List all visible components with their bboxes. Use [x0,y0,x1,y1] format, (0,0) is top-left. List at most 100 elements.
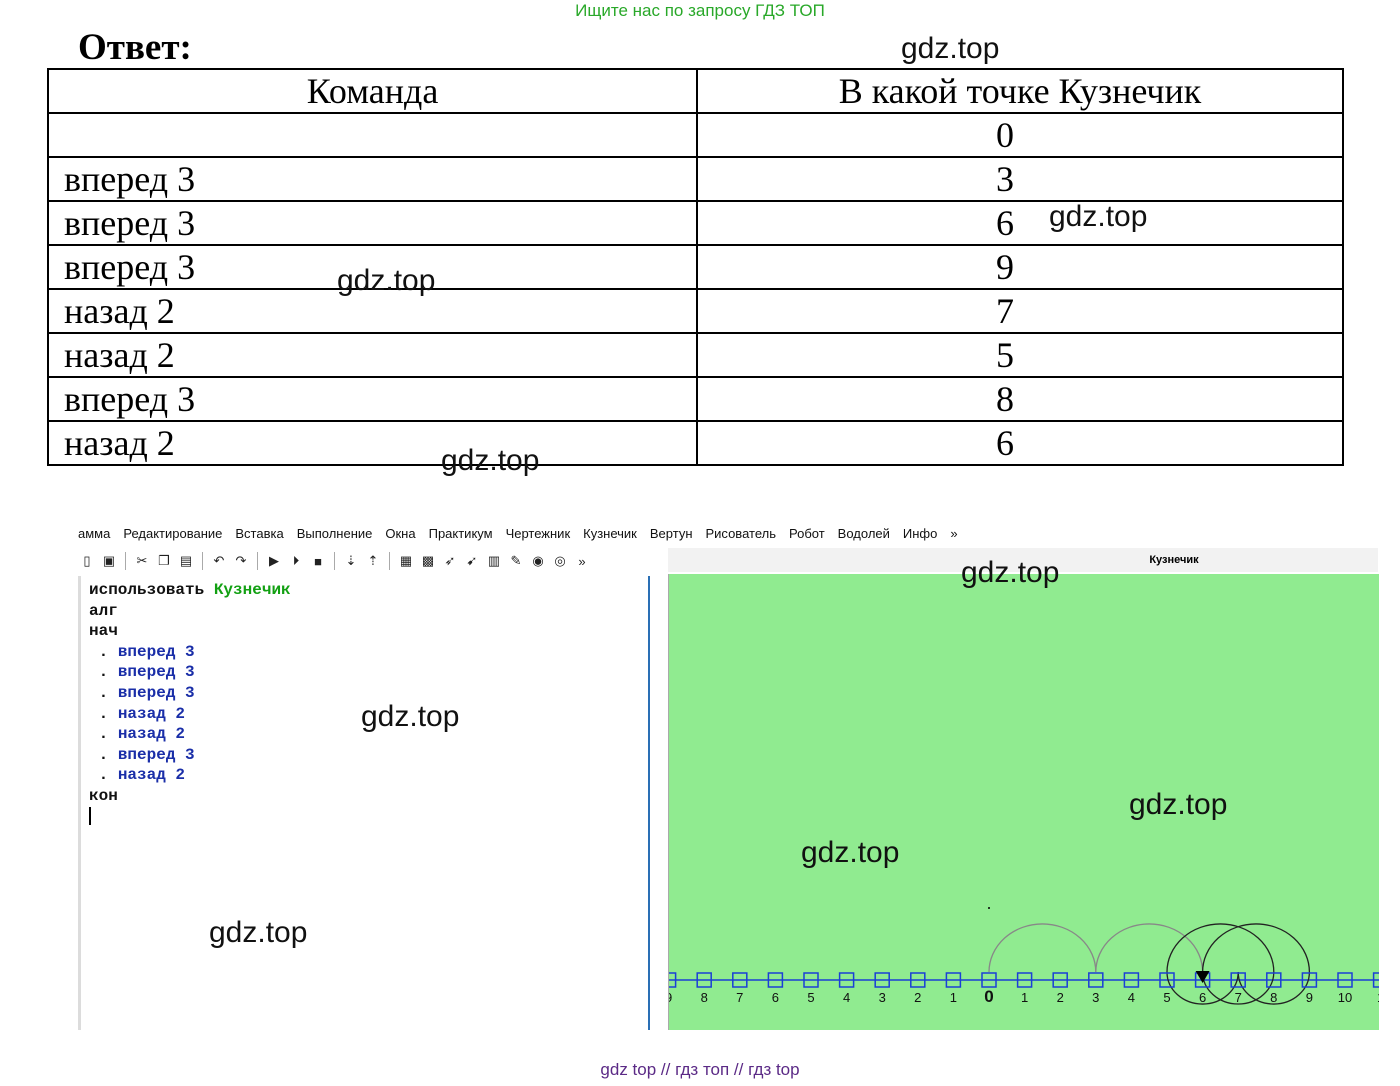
axis-tick-label: 3 [1092,990,1099,1005]
axis-tick-label: 6 [772,990,779,1005]
toolbar-separator [202,552,203,570]
save-icon[interactable]: ▣ [102,553,116,568]
axis-tick-label: 8 [701,990,708,1005]
menu-item[interactable]: Окна [385,526,416,541]
command-line: вперед 3 [117,745,195,764]
redo-icon[interactable]: ↷ [235,553,247,568]
axis-tick-label: 8 [1270,990,1277,1005]
jump-arc [1237,971,1311,1005]
axis-tick-label: 10 [1338,990,1352,1005]
menu-item[interactable]: Водолей [837,526,890,541]
watermark: gdz.top [961,556,1060,589]
cut-icon[interactable]: ✂ [136,553,148,568]
undo-icon[interactable]: ↶ [213,553,225,568]
water2-icon[interactable]: ◎ [554,553,566,568]
grid-icon[interactable]: ▦ [399,553,413,568]
paste-icon[interactable]: ▤ [179,553,193,568]
copy-icon[interactable]: ❐ [158,553,170,568]
axis-tick-label: 4 [1128,990,1135,1005]
chart-icon[interactable]: ▥ [487,553,501,568]
executor-name: Кузнечик [213,581,291,599]
menu-bar: амма Редактирование Вставка Выполнение Окна П… [78,526,1388,546]
menu-item[interactable]: Чертежник [505,526,571,541]
toolbar-separator [125,552,126,570]
stop-icon[interactable]: ■ [314,553,322,569]
run-icon[interactable]: ▶ [269,553,279,568]
program-code: использовать Кузнечик алг нач . вперед 3… [89,580,291,827]
command-line: вперед 3 [117,663,195,682]
menu-item[interactable]: Рисователь [705,526,776,541]
axis-tick-label: 6 [1199,990,1206,1005]
grasshopper-icon[interactable]: ➶ [444,553,456,568]
axis-tick-label: 1 [1377,990,1379,1005]
draw-icon[interactable]: ✎ [510,553,522,568]
axis-tick-label: 0 [984,987,993,1006]
axis-tick-label: 4 [843,990,850,1005]
column-header-point: В какой точке Кузнечик [696,68,1344,114]
axis-point [1159,972,1175,988]
command-cell: вперед 3 [47,156,698,202]
point-cell: 7 [696,288,1344,334]
step-out-icon[interactable]: ⇡ [367,553,379,568]
new-icon[interactable]: ▯ [83,553,91,568]
toolbar-separator [257,552,258,570]
axis-point [874,972,890,988]
menu-item[interactable]: амма [78,526,111,541]
command-cell: назад 2 [47,332,698,378]
menu-item[interactable]: » [950,526,958,541]
menu-item[interactable]: Кузнечик [583,526,637,541]
axis-point [1230,972,1246,988]
jump-arc [1095,923,1204,973]
menu-item[interactable]: Вставка [235,526,284,541]
watermark: gdz.top [1049,200,1148,233]
robot-field-icon[interactable]: ▩ [421,553,435,568]
indent-dot: . [89,663,118,682]
point-cell: 9 [696,244,1344,290]
code-editor[interactable]: использовать Кузнечик алг нач . вперед 3… [78,576,569,1030]
jump-arc [1201,971,1275,1005]
grasshopper-marker [1195,971,1210,983]
menu-item[interactable]: Инфо [902,526,938,541]
axis-tick-label: 1 [1021,990,1028,1005]
menu-item[interactable]: Практикум [428,526,493,541]
menu-item[interactable]: Робот [788,526,825,541]
command-cell: назад 2 [47,420,698,466]
more-icon[interactable]: » [578,553,586,569]
point-cell: 0 [696,112,1344,158]
water-icon[interactable]: ◉ [532,553,544,568]
axis-point [1266,972,1282,988]
point-cell: 8 [696,376,1344,422]
axis-tick-label: 2 [1057,990,1064,1005]
command-line: вперед 3 [117,683,195,702]
axis-point [1123,972,1140,988]
command-cell [47,112,698,158]
step-icon[interactable]: ⏵ [292,553,300,568]
table-header-row: Команда В какой точке Кузнечик [47,68,1344,114]
watermark: gdz.top [441,444,540,477]
axis-point [767,972,784,988]
editor-margin-panel [566,576,650,1030]
axis-point [838,972,855,988]
alg-keyword: алг [89,601,118,620]
jump-arc [1201,923,1311,973]
axis-point [945,972,962,988]
menu-item[interactable]: Вертун [649,526,693,541]
command-cell: вперед 3 [47,200,698,246]
turtle-icon[interactable]: ➹ [466,553,478,568]
answer-label: Ответ: [78,27,192,68]
menu-item[interactable]: Выполнение [296,526,373,541]
menu-item[interactable]: Редактирование [123,526,223,541]
command-line: назад 2 [117,766,186,785]
jump-arc [1166,971,1239,1005]
indent-dot: . [89,766,118,785]
command-line: назад 2 [117,725,186,744]
field-title: Кузнечик [1149,554,1199,566]
footer-links: gdz top // гдз топ // гдз top [600,1060,800,1079]
axis-tick-label: 7 [1235,990,1242,1005]
point-cell: 6 [696,420,1344,466]
axis-point [696,972,712,988]
step-in-icon[interactable]: ⇣ [345,553,357,568]
